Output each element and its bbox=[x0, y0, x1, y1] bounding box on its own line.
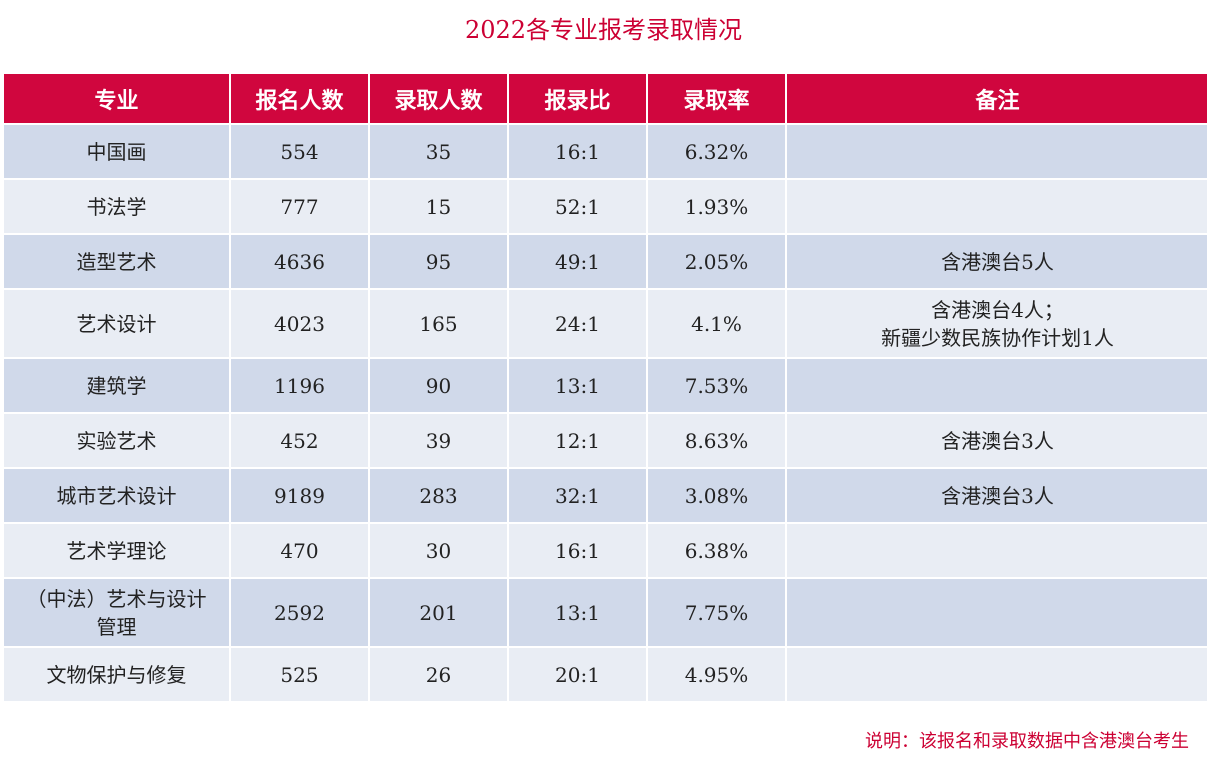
cell-remark bbox=[787, 524, 1207, 577]
cell-major: 中国画 bbox=[4, 125, 229, 178]
cell-rate: 6.38% bbox=[648, 524, 785, 577]
header-admitted: 录取人数 bbox=[370, 74, 507, 123]
cell-rate: 2.05% bbox=[648, 235, 785, 288]
cell-admitted: 165 bbox=[370, 290, 507, 357]
cell-remark bbox=[787, 125, 1207, 178]
header-rate: 录取率 bbox=[648, 74, 785, 123]
table-row: 中国画 554 35 16:1 6.32% bbox=[4, 125, 1207, 178]
cell-ratio: 24:1 bbox=[509, 290, 646, 357]
cell-applicants: 525 bbox=[231, 648, 368, 701]
cell-rate: 4.95% bbox=[648, 648, 785, 701]
page-title: 2022各专业报考录取情况 bbox=[464, 16, 743, 44]
cell-admitted: 95 bbox=[370, 235, 507, 288]
header-ratio: 报录比 bbox=[509, 74, 646, 123]
cell-remark bbox=[787, 359, 1207, 412]
cell-applicants: 4636 bbox=[231, 235, 368, 288]
table-header-row: 专业 报名人数 录取人数 报录比 录取率 备注 bbox=[4, 74, 1207, 123]
cell-admitted: 90 bbox=[370, 359, 507, 412]
cell-rate: 1.93% bbox=[648, 180, 785, 233]
header-applicants: 报名人数 bbox=[231, 74, 368, 123]
cell-ratio: 16:1 bbox=[509, 125, 646, 178]
cell-major: 建筑学 bbox=[4, 359, 229, 412]
cell-admitted: 201 bbox=[370, 579, 507, 646]
cell-major: 文物保护与修复 bbox=[4, 648, 229, 701]
cell-admitted: 39 bbox=[370, 414, 507, 467]
table-row: 艺术学理论 470 30 16:1 6.38% bbox=[4, 524, 1207, 577]
table-row: 书法学 777 15 52:1 1.93% bbox=[4, 180, 1207, 233]
admissions-table: 专业 报名人数 录取人数 报录比 录取率 备注 中国画 554 35 16:1 … bbox=[2, 72, 1207, 703]
cell-major: 艺术设计 bbox=[4, 290, 229, 357]
cell-ratio: 20:1 bbox=[509, 648, 646, 701]
cell-rate: 6.32% bbox=[648, 125, 785, 178]
cell-applicants: 554 bbox=[231, 125, 368, 178]
cell-remark bbox=[787, 180, 1207, 233]
cell-applicants: 1196 bbox=[231, 359, 368, 412]
table-row: 城市艺术设计 9189 283 32:1 3.08% 含港澳台3人 bbox=[4, 469, 1207, 522]
cell-admitted: 30 bbox=[370, 524, 507, 577]
cell-ratio: 49:1 bbox=[509, 235, 646, 288]
cell-rate: 4.1% bbox=[648, 290, 785, 357]
cell-ratio: 16:1 bbox=[509, 524, 646, 577]
cell-remark: 含港澳台5人 bbox=[787, 235, 1207, 288]
cell-rate: 7.75% bbox=[648, 579, 785, 646]
cell-remark: 含港澳台3人 bbox=[787, 469, 1207, 522]
cell-rate: 8.63% bbox=[648, 414, 785, 467]
cell-rate: 3.08% bbox=[648, 469, 785, 522]
cell-major: 书法学 bbox=[4, 180, 229, 233]
cell-applicants: 2592 bbox=[231, 579, 368, 646]
cell-major: 艺术学理论 bbox=[4, 524, 229, 577]
cell-admitted: 283 bbox=[370, 469, 507, 522]
header-major: 专业 bbox=[4, 74, 229, 123]
cell-major: （中法）艺术与设计管理 bbox=[4, 579, 229, 646]
cell-admitted: 26 bbox=[370, 648, 507, 701]
table-row: 建筑学 1196 90 13:1 7.53% bbox=[4, 359, 1207, 412]
cell-admitted: 35 bbox=[370, 125, 507, 178]
cell-applicants: 777 bbox=[231, 180, 368, 233]
table-row: 实验艺术 452 39 12:1 8.63% 含港澳台3人 bbox=[4, 414, 1207, 467]
cell-major: 造型艺术 bbox=[4, 235, 229, 288]
cell-rate: 7.53% bbox=[648, 359, 785, 412]
cell-major: 实验艺术 bbox=[4, 414, 229, 467]
table-row: （中法）艺术与设计管理 2592 201 13:1 7.75% bbox=[4, 579, 1207, 646]
cell-applicants: 9189 bbox=[231, 469, 368, 522]
cell-ratio: 12:1 bbox=[509, 414, 646, 467]
cell-remark bbox=[787, 648, 1207, 701]
table-row: 造型艺术 4636 95 49:1 2.05% 含港澳台5人 bbox=[4, 235, 1207, 288]
cell-major: 城市艺术设计 bbox=[4, 469, 229, 522]
cell-remark: 含港澳台4人； 新疆少数民族协作计划1人 bbox=[787, 290, 1207, 357]
table-row: 艺术设计 4023 165 24:1 4.1% 含港澳台4人； 新疆少数民族协作… bbox=[4, 290, 1207, 357]
cell-remark bbox=[787, 579, 1207, 646]
cell-ratio: 13:1 bbox=[509, 579, 646, 646]
cell-applicants: 470 bbox=[231, 524, 368, 577]
cell-applicants: 4023 bbox=[231, 290, 368, 357]
cell-admitted: 15 bbox=[370, 180, 507, 233]
header-remark: 备注 bbox=[787, 74, 1207, 123]
cell-ratio: 32:1 bbox=[509, 469, 646, 522]
cell-ratio: 13:1 bbox=[509, 359, 646, 412]
table-row: 文物保护与修复 525 26 20:1 4.95% bbox=[4, 648, 1207, 701]
cell-applicants: 452 bbox=[231, 414, 368, 467]
cell-ratio: 52:1 bbox=[509, 180, 646, 233]
cell-remark: 含港澳台3人 bbox=[787, 414, 1207, 467]
footnote: 说明：该报名和录取数据中含港澳台考生 bbox=[865, 731, 1189, 752]
